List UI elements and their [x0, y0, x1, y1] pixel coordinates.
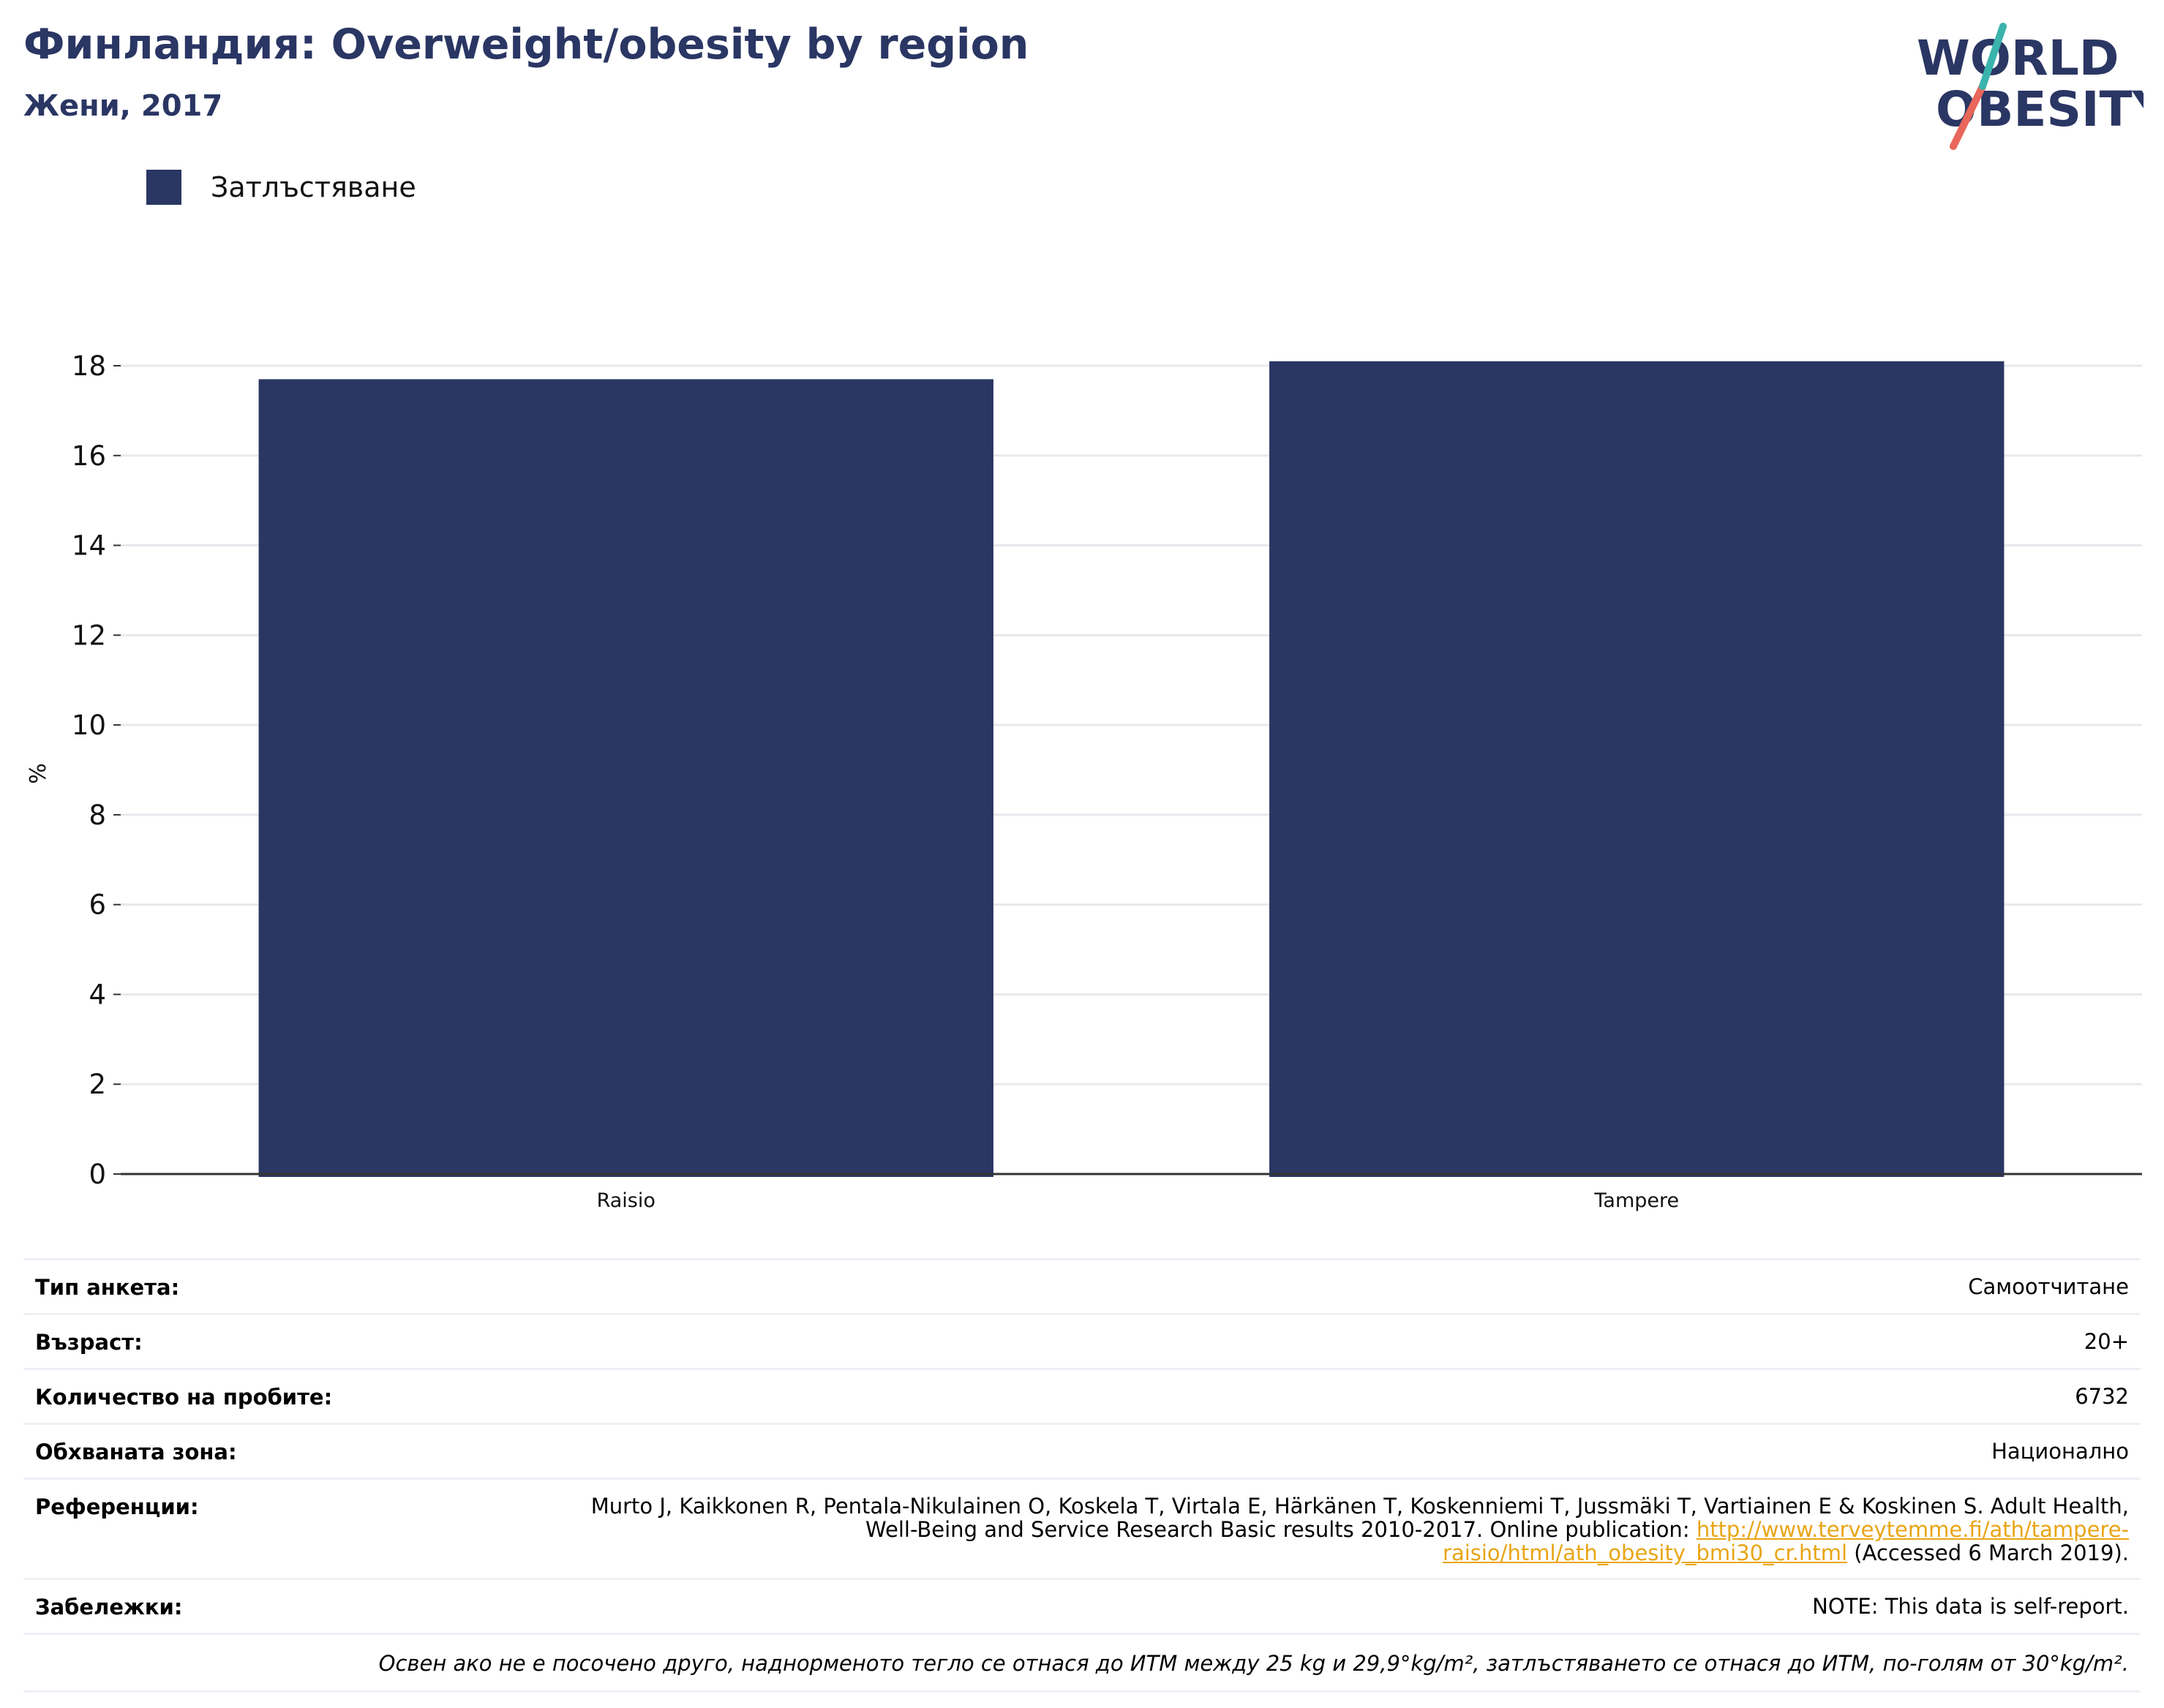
meta-label: Количество на пробите: [35, 1385, 333, 1410]
logo-slash-red [1950, 83, 1986, 150]
y-tick-label: 4 [89, 979, 106, 1010]
y-axis-label: % [25, 763, 51, 784]
legend-swatch [146, 170, 181, 205]
meta-row-notes: Забележки: NOTE: This data is self-repor… [23, 1580, 2141, 1635]
legend-label: Затлъстяване [211, 171, 416, 203]
meta-row-sample-size: Количество на пробите: 6732 [23, 1370, 2141, 1425]
y-tick-label: 0 [89, 1159, 106, 1190]
y-tick-label: 8 [89, 800, 106, 831]
reference-link[interactable]: http://www.terveytemme.fi/ath/tampere-ra… [1443, 1517, 2129, 1565]
x-tick-label: Tampere [1593, 1189, 1679, 1212]
meta-value: NOTE: This data is self-report. [1812, 1594, 2129, 1619]
y-tick-label: 2 [89, 1069, 106, 1100]
y-tick-label: 6 [89, 889, 106, 921]
reference-text: Murto J, Kaikkonen R, Pentala-Nikulainen… [590, 1494, 2129, 1542]
meta-label: Тип анкета: [35, 1275, 180, 1300]
metadata-table: Тип анкета: Самоотчитане Възраст: 20+ Ко… [23, 1258, 2141, 1693]
world-obesity-logo: WORLD OBESITY [1917, 23, 2144, 150]
footnote: Освен ако не е посочено друго, наднормен… [23, 1635, 2141, 1693]
meta-row-references: Референции: Murto J, Kaikkonen R, Pental… [23, 1480, 2141, 1580]
meta-label: Обхваната зона: [35, 1440, 237, 1464]
reference-suffix: (Accessed 6 March 2019). [1847, 1540, 2129, 1565]
meta-value: Национално [1991, 1439, 2129, 1464]
logo-line1: WORLD [1917, 30, 2119, 86]
y-tick-label: 10 [72, 710, 106, 741]
legend: Затлъстяване [146, 170, 416, 205]
logo-slash-teal [1979, 23, 2007, 90]
meta-row-survey-type: Тип анкета: Самоотчитане [23, 1260, 2141, 1315]
meta-value: Самоотчитане [1968, 1274, 2129, 1299]
bar-chart: 0 2 4 6 8 10 12 14 16 18 Raisio Tampere [72, 350, 2142, 1212]
meta-label: Забележки: [35, 1595, 183, 1619]
y-tick-label: 14 [72, 530, 106, 562]
meta-value: 20+ [2084, 1329, 2129, 1354]
bar-raisio [258, 379, 993, 1177]
x-tick-label: Raisio [597, 1189, 655, 1212]
meta-row-age: Възраст: 20+ [23, 1315, 2141, 1370]
y-tick-label: 16 [72, 440, 106, 472]
page-title: Финландия: Overweight/obesity by region [23, 20, 1029, 69]
meta-label: Възраст: [35, 1330, 143, 1355]
bar-tampere [1269, 361, 2005, 1178]
page-subtitle: Жени, 2017 [23, 89, 223, 123]
meta-value: 6732 [2075, 1384, 2129, 1409]
meta-row-coverage: Обхваната зона: Национално [23, 1425, 2141, 1480]
y-tick-label: 18 [72, 350, 106, 382]
meta-label: Референции: [35, 1494, 199, 1519]
meta-value: Murto J, Kaikkonen R, Pentala-Nikulainen… [556, 1494, 2129, 1565]
y-tick-label: 12 [72, 620, 106, 651]
